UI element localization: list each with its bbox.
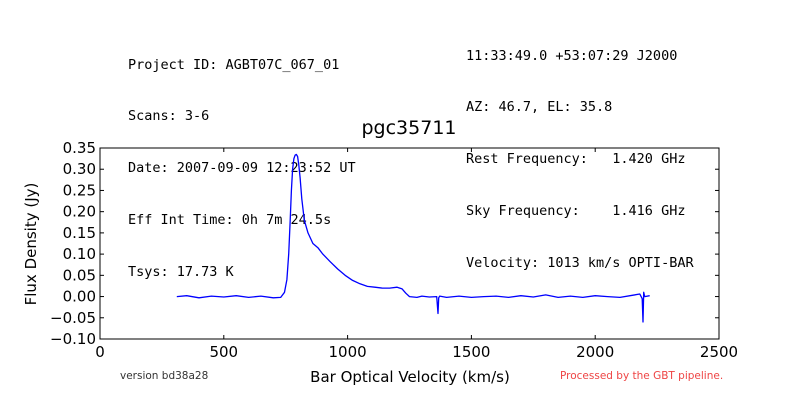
version-label: version bd38a28 (120, 370, 209, 382)
spectrum-line (176, 153, 650, 323)
az-el: AZ: 46.7, EL: 35.8 (466, 99, 613, 116)
axis-ticks: 0 500 1000 1500 2000 2500 −0.10 −0.05 0.00 0.05 0.… (50, 139, 738, 361)
coordinates: 11:33:49.0 +53:07:29 J2000 (466, 47, 678, 64)
x-tick-label: 1000 (329, 343, 367, 361)
y-axis-label: Flux Density (Jy) (22, 183, 40, 306)
x-tick-label: 0 (95, 343, 105, 361)
rest-frequency: Rest Frequency: 1.420 GHz (466, 151, 686, 168)
y-tick-label: 0.10 (63, 245, 96, 263)
header-left-info: Project ID: AGBT07C_067_01 Scans: 3-6 Da… (128, 22, 356, 299)
x-tick-label: 2000 (576, 343, 614, 361)
x-tick-label: 2500 (700, 343, 738, 361)
tsys: Tsys: 17.73 K (128, 264, 234, 281)
chart-title: pgc35711 (361, 117, 456, 139)
series-group (176, 153, 650, 323)
y-tick-label: 0.30 (63, 160, 96, 178)
plot-area (99, 147, 720, 340)
x-tick-label: 500 (209, 343, 238, 361)
velocity: Velocity: 1013 km/s OPTI-BAR (466, 255, 694, 272)
eff-int-time: Eff Int Time: 0h 7m 24.5s (128, 212, 332, 229)
pipeline-label: Processed by the GBT pipeline. (560, 370, 724, 382)
y-tick-label: 0.15 (63, 224, 96, 242)
y-tick-label: 0.00 (63, 288, 96, 306)
scans: Scans: 3-6 (128, 108, 210, 125)
y-tick-label: 0.05 (63, 266, 96, 284)
x-axis-label: Bar Optical Velocity (km/s) (310, 368, 510, 386)
y-tick-label: 0.35 (63, 139, 96, 157)
y-tick-label: 0.25 (63, 181, 96, 199)
y-tick-label: −0.10 (50, 330, 96, 348)
y-tick-label: 0.20 (63, 203, 96, 221)
date: Date: 2007-09-09 12:23:52 UT (128, 160, 356, 177)
header-right-info: 11:33:49.0 +53:07:29 J2000 AZ: 46.7, EL:… (466, 13, 694, 290)
y-tick-label: −0.05 (50, 309, 96, 327)
project-id: Project ID: AGBT07C_067_01 (128, 56, 340, 73)
sky-frequency: Sky Frequency: 1.416 GHz (466, 203, 686, 220)
x-tick-label: 1500 (452, 343, 490, 361)
